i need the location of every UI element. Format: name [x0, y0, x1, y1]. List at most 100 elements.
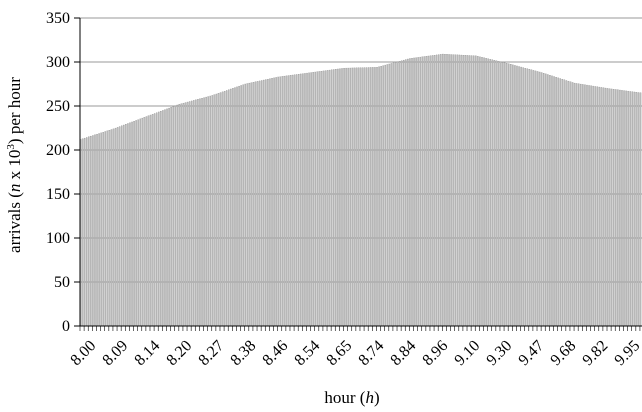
bar	[176, 104, 179, 327]
bar	[345, 67, 347, 327]
bar	[516, 65, 518, 327]
bar	[448, 54, 450, 327]
bar	[223, 90, 226, 327]
bar	[617, 89, 619, 327]
bar	[166, 108, 168, 327]
bar	[487, 58, 489, 327]
bar	[153, 113, 156, 327]
y-axis-label: arrivals (n x 103) per hour	[5, 77, 24, 253]
bar	[232, 88, 234, 327]
bar	[534, 70, 537, 327]
bar	[553, 76, 555, 327]
bar	[221, 91, 224, 327]
x-tick-label: 8.74	[355, 337, 387, 369]
bar	[260, 80, 263, 327]
bar	[246, 83, 249, 327]
bar	[137, 119, 139, 327]
bar	[349, 67, 351, 327]
bar	[125, 124, 127, 327]
bar	[588, 85, 590, 327]
bar	[491, 59, 494, 327]
bar	[508, 63, 510, 327]
bars	[79, 53, 642, 327]
bar	[337, 68, 339, 327]
bar	[302, 73, 304, 327]
bar	[390, 63, 393, 327]
bar	[242, 84, 244, 327]
bar	[598, 86, 601, 327]
bar	[155, 112, 158, 327]
bar	[538, 71, 541, 327]
bar	[635, 92, 638, 327]
bar	[639, 92, 642, 327]
bar	[466, 55, 469, 327]
x-tick-label: 9.82	[579, 337, 611, 369]
bar	[398, 61, 401, 327]
bar	[460, 54, 463, 327]
bar	[429, 55, 432, 327]
x-tick-label: 8.84	[387, 337, 419, 369]
bar	[269, 78, 271, 327]
bar	[600, 87, 603, 327]
bar	[184, 102, 187, 327]
bar	[217, 93, 220, 327]
bar	[438, 54, 440, 327]
bar	[561, 78, 564, 327]
bar	[190, 100, 193, 327]
bar	[90, 135, 92, 327]
bar	[310, 72, 312, 327]
bar	[347, 67, 349, 327]
bar	[602, 87, 605, 327]
bar	[629, 91, 631, 327]
bar	[116, 127, 119, 327]
bar	[545, 73, 547, 327]
y-tick-label: 150	[46, 186, 70, 203]
y-tick-label: 100	[46, 230, 70, 247]
bar	[543, 73, 545, 327]
bar	[254, 81, 257, 327]
bar	[273, 77, 275, 327]
bar	[396, 61, 399, 327]
bar	[433, 55, 436, 327]
x-tick-label: 8.27	[195, 337, 227, 369]
bar	[306, 72, 308, 327]
bar	[637, 92, 640, 327]
bar	[201, 98, 203, 327]
bar	[596, 86, 599, 327]
bar	[403, 59, 405, 327]
bar	[248, 82, 251, 327]
bar	[285, 75, 288, 327]
bar	[608, 88, 611, 327]
bar	[207, 96, 209, 327]
bar	[499, 61, 502, 327]
bar	[151, 114, 154, 327]
bar	[497, 61, 500, 327]
bar	[219, 92, 222, 327]
bar	[351, 67, 354, 327]
bar	[275, 77, 277, 327]
bar	[236, 86, 238, 327]
bar	[427, 55, 430, 327]
bar	[174, 105, 177, 327]
bar	[188, 101, 191, 327]
bar	[417, 57, 419, 327]
bar	[621, 90, 623, 327]
bar	[114, 127, 117, 327]
bar	[540, 72, 543, 327]
bar	[522, 67, 524, 327]
bar	[526, 68, 529, 327]
x-tick-labels: 8.00 8.09 8.14 8.20 8.27 8.38 8.46 8.54 8.65 8.74…	[67, 337, 642, 369]
bar	[106, 130, 109, 327]
bar	[265, 79, 267, 327]
bar	[92, 135, 94, 327]
bar	[563, 79, 566, 327]
bar	[592, 85, 594, 327]
bar	[203, 97, 205, 327]
bar	[110, 129, 113, 327]
bar	[559, 78, 561, 327]
bar	[94, 134, 96, 327]
bar	[505, 63, 508, 327]
bar	[252, 82, 255, 327]
bar	[372, 67, 374, 327]
